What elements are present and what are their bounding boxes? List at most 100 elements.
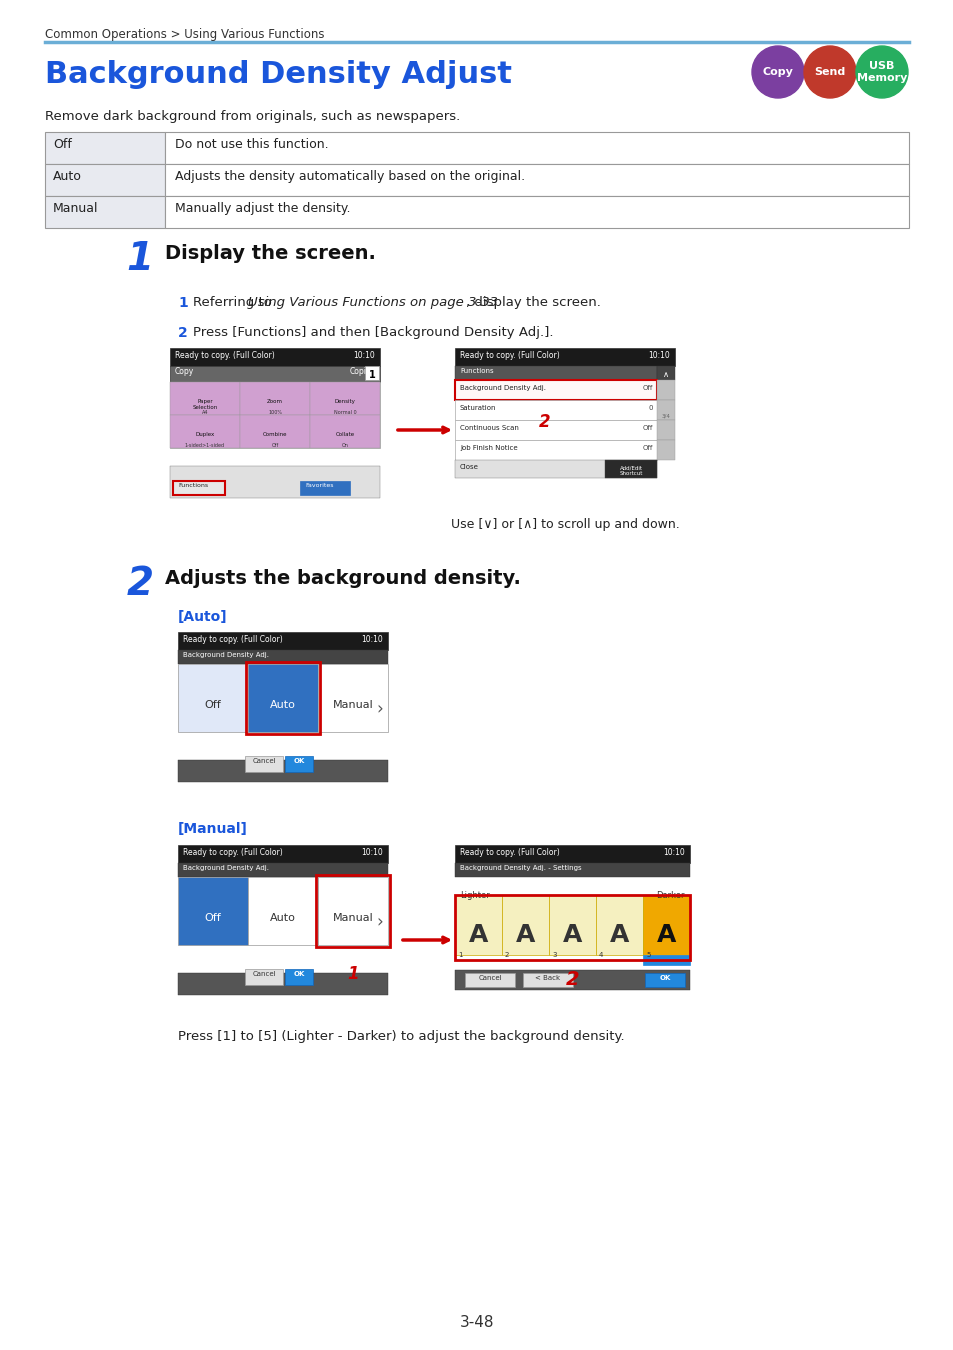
Text: 10:10: 10:10	[662, 848, 684, 857]
Bar	[657, 400, 675, 420]
Text: 2: 2	[538, 413, 550, 431]
Text: 2: 2	[178, 325, 188, 340]
Text: Paper
Selection: Paper Selection	[193, 400, 217, 410]
Bar	[178, 760, 388, 782]
Text: Manual: Manual	[53, 202, 98, 215]
Bar	[165, 132, 908, 163]
Bar	[455, 895, 501, 954]
Bar	[317, 878, 388, 945]
Text: 2: 2	[504, 952, 509, 958]
Bar	[45, 132, 165, 163]
Text: Duplex: Duplex	[195, 432, 214, 437]
Text: 3-48: 3-48	[459, 1315, 494, 1330]
Bar	[657, 440, 675, 460]
Text: 3: 3	[552, 952, 556, 958]
Text: 2: 2	[127, 566, 153, 603]
Text: ›: ›	[376, 701, 383, 718]
Bar	[522, 973, 573, 987]
Bar	[178, 863, 388, 878]
Text: Collate: Collate	[335, 432, 355, 437]
Bar	[455, 366, 657, 379]
Bar	[501, 895, 548, 954]
Text: Lighter: Lighter	[459, 891, 489, 900]
Text: Add/Edit
Shortcut: Add/Edit Shortcut	[618, 464, 642, 475]
Text: Do not use this function.: Do not use this function.	[174, 138, 328, 151]
Bar	[245, 969, 283, 986]
Text: Off: Off	[642, 385, 652, 391]
Text: Manual: Manual	[333, 913, 373, 923]
Text: [Manual]: [Manual]	[178, 822, 248, 836]
Text: 10:10: 10:10	[361, 848, 382, 857]
Text: 0: 0	[648, 405, 652, 410]
Bar	[642, 895, 689, 954]
Text: Send: Send	[814, 68, 844, 77]
Bar	[45, 163, 165, 196]
Bar	[464, 973, 515, 987]
Text: Ready to copy. (Full Color): Ready to copy. (Full Color)	[459, 848, 559, 857]
Text: Off: Off	[642, 425, 652, 431]
Text: ›: ›	[376, 913, 383, 931]
Text: ∧: ∧	[662, 370, 668, 379]
Bar	[178, 973, 388, 995]
Text: Functions: Functions	[459, 369, 493, 374]
Text: 2: 2	[565, 971, 578, 990]
Bar	[240, 382, 310, 414]
Bar	[596, 895, 642, 954]
Text: 10:10: 10:10	[353, 351, 375, 360]
Text: Ready to copy. (Full Color): Ready to copy. (Full Color)	[183, 634, 282, 644]
Text: Adjusts the density automatically based on the original.: Adjusts the density automatically based …	[174, 170, 524, 184]
Text: 1: 1	[457, 952, 462, 958]
Text: Zoom: Zoom	[267, 400, 283, 404]
Bar	[170, 366, 379, 382]
Text: A: A	[609, 923, 629, 946]
Circle shape	[751, 46, 803, 99]
Text: Off: Off	[204, 913, 221, 923]
Text: Press [1] to [5] (Lighter - Darker) to adjust the background density.: Press [1] to [5] (Lighter - Darker) to a…	[178, 1030, 624, 1044]
Text: Continuous Scan: Continuous Scan	[459, 425, 518, 431]
Text: 1: 1	[368, 370, 375, 379]
Text: USB
Memory: USB Memory	[856, 61, 906, 82]
Bar	[165, 196, 908, 228]
Bar	[657, 420, 675, 440]
Text: 100%: 100%	[268, 410, 282, 414]
Bar	[315, 875, 390, 946]
Text: 4: 4	[598, 952, 602, 958]
Bar	[604, 460, 657, 478]
Bar	[170, 348, 379, 366]
Text: Normal 0: Normal 0	[334, 410, 355, 414]
Text: OK: OK	[659, 975, 670, 981]
Bar	[657, 366, 675, 379]
Text: Referring to: Referring to	[193, 296, 275, 309]
Bar	[170, 382, 240, 414]
Text: Cancel: Cancel	[252, 757, 275, 764]
Text: OK: OK	[293, 971, 304, 977]
Text: Auto: Auto	[270, 913, 295, 923]
Text: 1-sided>1-sided: 1-sided>1-sided	[185, 443, 225, 448]
Text: On: On	[341, 443, 348, 448]
Text: Background Density Adj.: Background Density Adj.	[459, 385, 545, 391]
Bar	[455, 895, 689, 960]
Text: Remove dark background from originals, such as newspapers.: Remove dark background from originals, s…	[45, 109, 459, 123]
Bar	[310, 382, 379, 414]
Text: 1: 1	[178, 296, 188, 310]
Text: Density: Density	[335, 400, 355, 404]
Bar	[178, 664, 248, 732]
Text: Off: Off	[204, 701, 221, 710]
Text: Press [Functions] and then [Background Density Adj.].: Press [Functions] and then [Background D…	[193, 325, 553, 339]
Text: Cancel: Cancel	[477, 975, 501, 981]
Text: Background Density Adj. - Settings: Background Density Adj. - Settings	[459, 865, 581, 871]
Text: A: A	[656, 923, 676, 946]
Bar	[245, 756, 283, 772]
Text: Use [∨] or [∧] to scroll up and down.: Use [∨] or [∧] to scroll up and down.	[450, 518, 679, 531]
Bar	[170, 466, 379, 498]
Bar	[178, 878, 248, 945]
Text: 3/4: 3/4	[660, 414, 669, 418]
Bar	[170, 382, 379, 448]
Text: A4: A4	[201, 410, 208, 414]
Text: Ready to copy. (Full Color): Ready to copy. (Full Color)	[459, 351, 559, 360]
Text: 5: 5	[645, 952, 650, 958]
Bar	[299, 481, 350, 495]
Text: Copies: Copies	[350, 367, 375, 377]
Text: Combine: Combine	[262, 432, 287, 437]
Text: Display the screen.: Display the screen.	[165, 244, 375, 263]
